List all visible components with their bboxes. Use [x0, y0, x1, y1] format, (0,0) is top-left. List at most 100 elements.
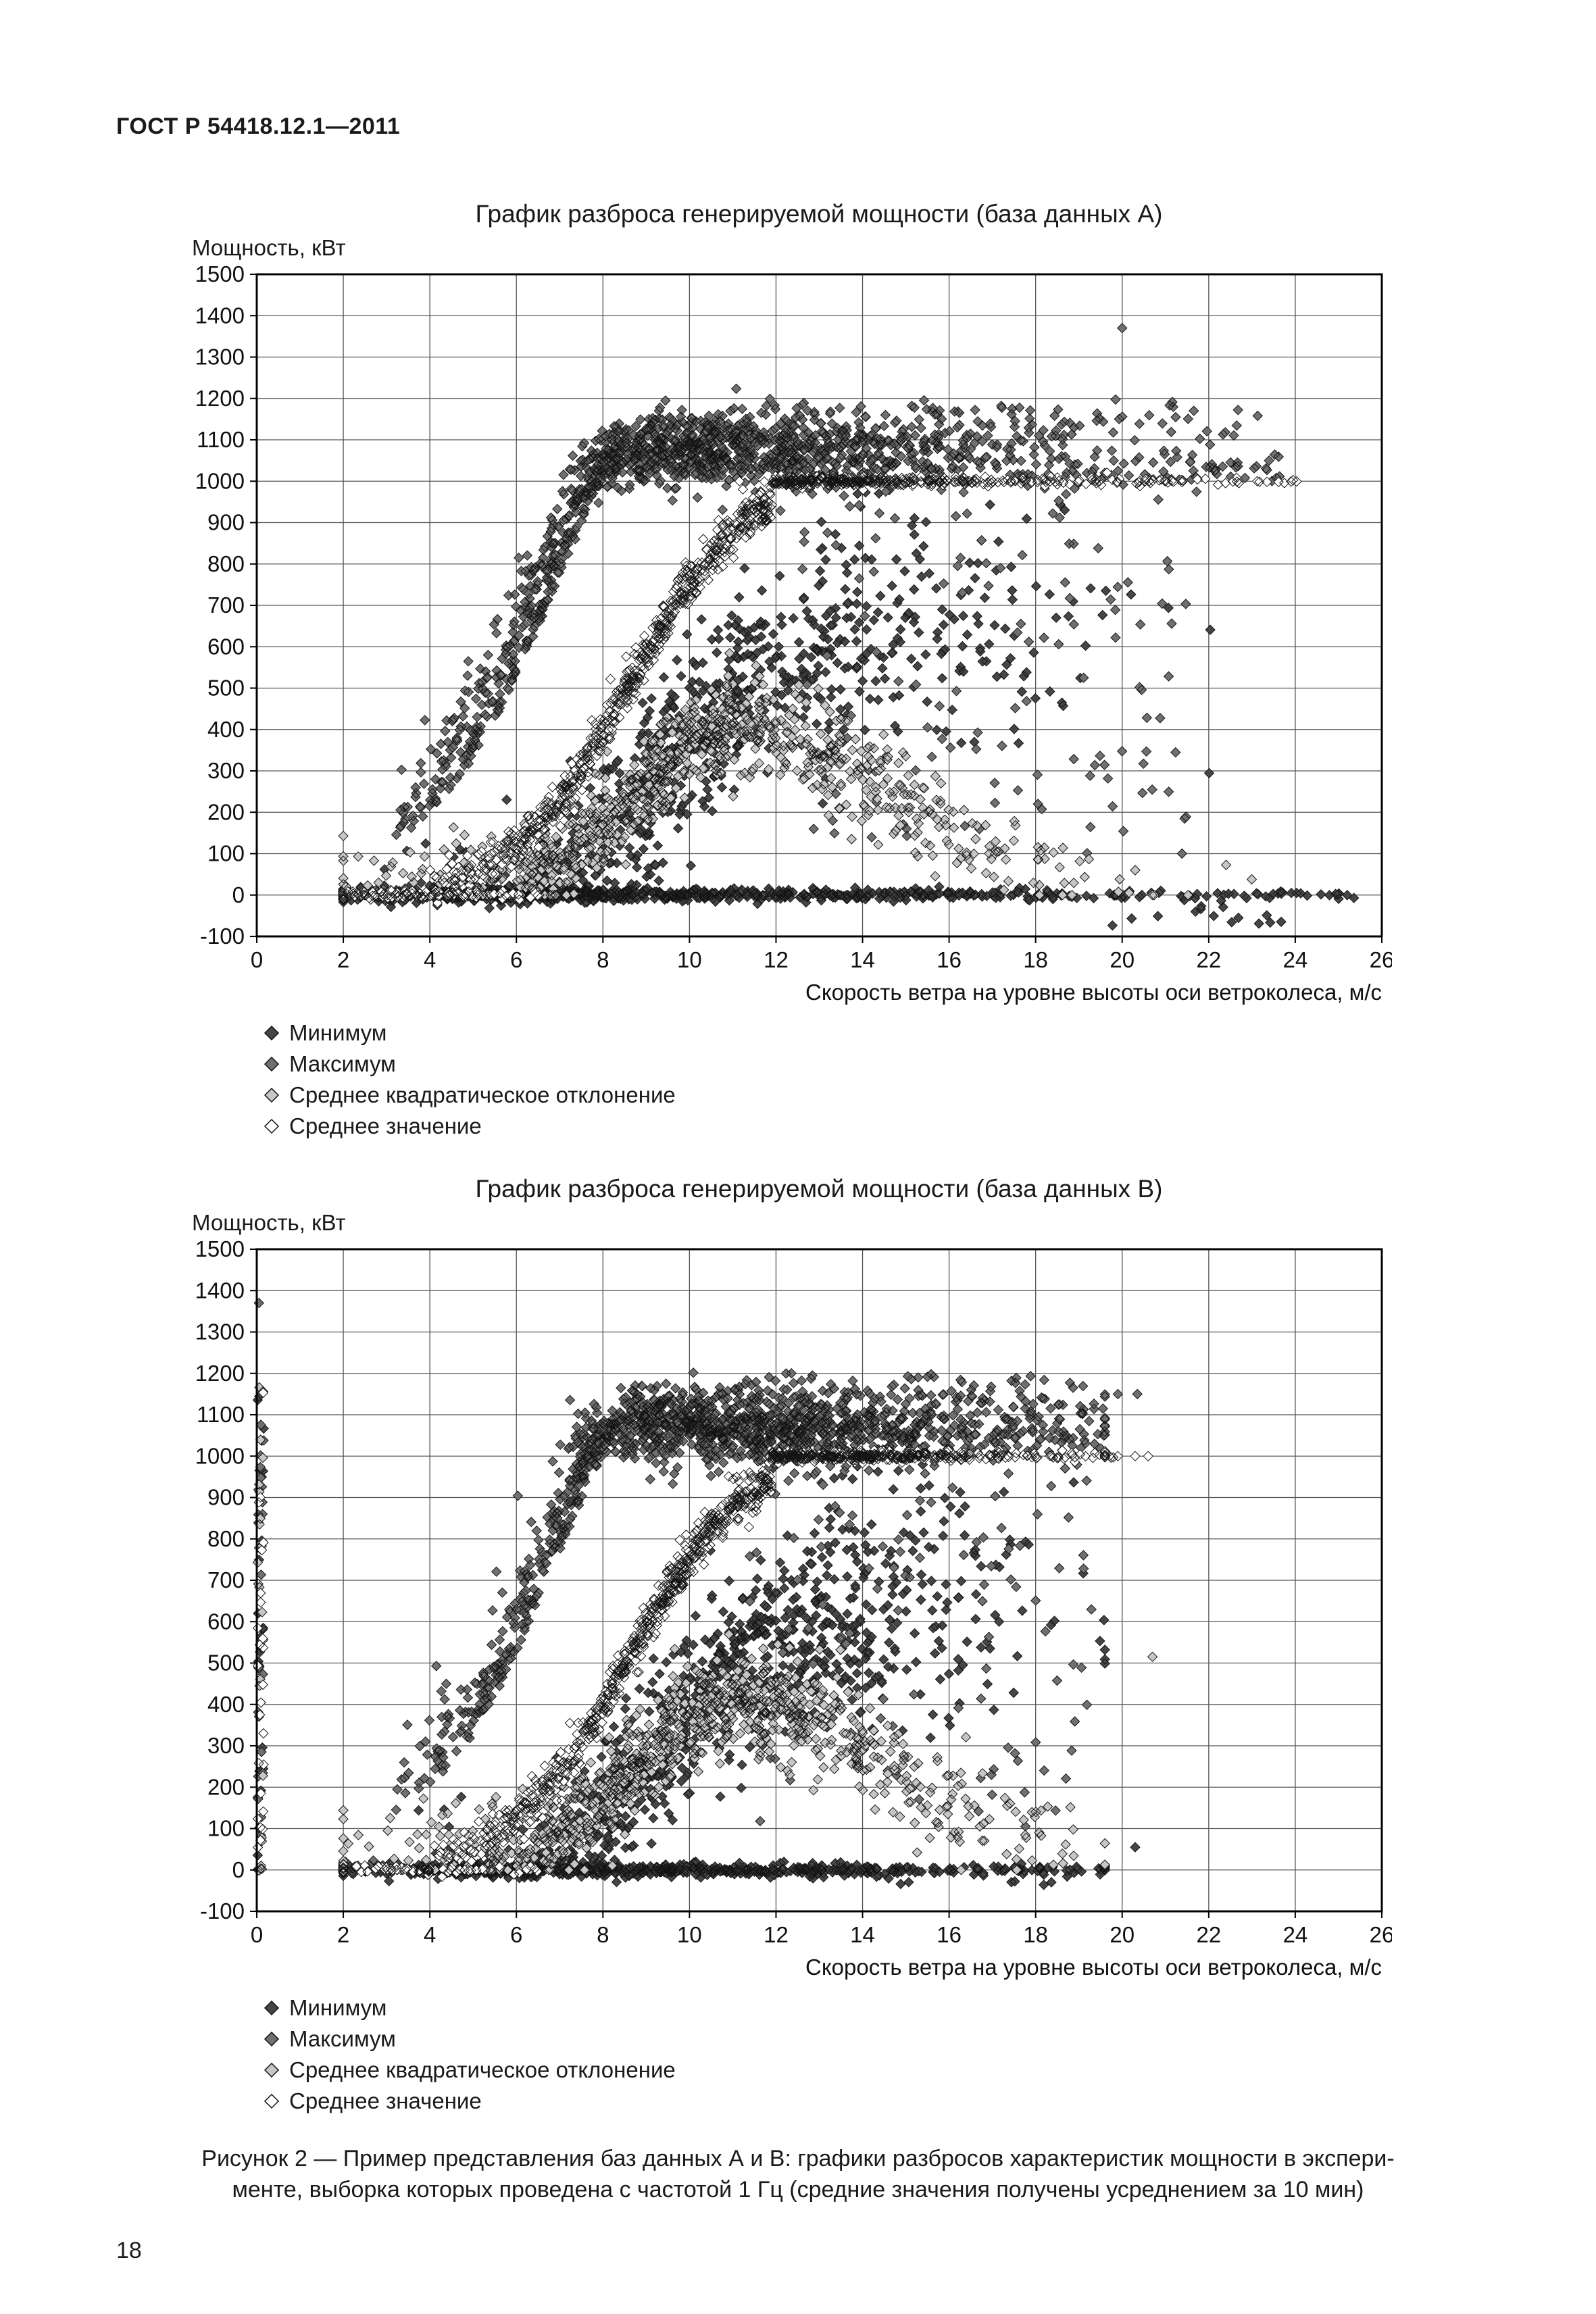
x-tick-label: 8	[597, 947, 609, 972]
x-tick-label: 0	[251, 947, 263, 972]
scatter-points	[338, 322, 1360, 931]
y-tick-label: 500	[207, 676, 245, 701]
x-tick-label: 22	[1196, 947, 1221, 972]
x-tick-label: 18	[1023, 947, 1048, 972]
series-max-points	[253, 1297, 1143, 1875]
diamond-marker-icon	[264, 1087, 280, 1103]
y-tick-label: 800	[207, 1526, 245, 1551]
y-tick-label: 800	[207, 551, 245, 576]
scatter-plot: -100010020030040050060070080090010001100…	[195, 264, 1392, 1005]
x-tick-label: 6	[510, 947, 522, 972]
legend-label: Среднее квадратическое отклонение	[289, 2057, 676, 2082]
y-tick-label: 100	[207, 1816, 245, 1841]
caption-line-2: менте, выборка которых проведена с часто…	[232, 2177, 1364, 2203]
series-min-points	[252, 1391, 1141, 1890]
y-tick-label: 1400	[195, 1278, 245, 1303]
axis-tick-labels: -100010020030040050060070080090010001100…	[195, 1239, 1392, 1980]
x-tick-label: 26	[1370, 947, 1392, 972]
scatter-plot: -100010020030040050060070080090010001100…	[195, 1239, 1392, 1980]
x-tick-label: 14	[850, 1922, 875, 1947]
figure-caption: Рисунок 2 — Пример представления баз дан…	[0, 2143, 1596, 2205]
y-tick-label: 900	[207, 1485, 245, 1510]
diamond-marker-icon	[264, 2000, 280, 2016]
chart-legend: Минимум Максимум Среднее квадратическое от…	[264, 1017, 1392, 1142]
chart-legend: Минимум Максимум Среднее квадратическое от…	[264, 1992, 1392, 2117]
legend-label: Среднее квадратическое отклонение	[289, 1082, 676, 1107]
document-header: ГОСТ Р 54418.12.1—2011	[116, 114, 401, 139]
series-max-points	[338, 322, 1285, 901]
x-axis-label: Скорость ветра на уровне высоты оси ветр…	[805, 980, 1382, 1005]
legend-item: Максимум	[264, 2023, 1392, 2055]
y-tick-label: 600	[207, 634, 245, 659]
y-tick-label: 900	[207, 510, 245, 535]
x-tick-label: 20	[1109, 947, 1134, 972]
legend-item: Максимум	[264, 1049, 1392, 1080]
x-tick-label: 20	[1109, 1922, 1134, 1947]
chart-database-b: График разброса генерируемой мощности (б…	[176, 1174, 1392, 2117]
legend-label: Минимум	[289, 1020, 387, 1045]
y-tick-label: 1100	[197, 1402, 245, 1427]
y-tick-label: 0	[232, 882, 245, 907]
diamond-marker-icon	[264, 2062, 280, 2078]
legend-label: Минимум	[289, 1995, 387, 2020]
x-tick-label: 22	[1196, 1922, 1221, 1947]
legend-label: Среднее значение	[289, 1113, 482, 1138]
x-tick-label: 16	[937, 947, 962, 972]
y-tick-label: 400	[207, 717, 245, 742]
x-tick-label: 24	[1283, 1922, 1308, 1947]
y-tick-label: 1500	[195, 264, 245, 286]
y-tick-label: 1200	[195, 1361, 245, 1386]
y-tick-label: 200	[207, 1774, 245, 1799]
legend-item: Среднее квадратическое отклонение	[264, 1080, 1392, 1111]
y-tick-label: 1500	[195, 1239, 245, 1261]
y-tick-label: 500	[207, 1651, 245, 1676]
y-tick-label: 300	[207, 758, 245, 783]
x-tick-label: 4	[424, 1922, 436, 1947]
y-tick-label: 1300	[195, 1319, 245, 1344]
diamond-marker-icon	[264, 1118, 280, 1134]
x-tick-label: 8	[597, 1922, 609, 1947]
y-tick-label: 700	[207, 593, 245, 618]
x-tick-label: 18	[1023, 1922, 1048, 1947]
grid-lines	[257, 274, 1382, 936]
series-std-points	[338, 648, 1257, 901]
legend-label: Среднее значение	[289, 2088, 482, 2113]
diamond-marker-icon	[264, 1056, 280, 1072]
diamond-marker-icon	[264, 2031, 280, 2047]
series-mean-points	[338, 467, 1302, 909]
legend-item: Среднее значение	[264, 2086, 1392, 2117]
legend-item: Среднее значение	[264, 1111, 1392, 1142]
axis-ticks	[250, 1249, 1382, 1918]
x-tick-label: 12	[764, 947, 789, 972]
y-tick-label: 300	[207, 1733, 245, 1758]
y-tick-label: 1100	[197, 427, 245, 452]
chart-database-a: График разброса генерируемой мощности (б…	[176, 199, 1392, 1142]
x-tick-label: 10	[677, 947, 702, 972]
y-tick-label: 700	[207, 1567, 245, 1592]
y-tick-label: 1300	[195, 345, 245, 370]
legend-label: Максимум	[289, 1051, 396, 1076]
x-tick-label: 0	[251, 1922, 263, 1947]
legend-item: Минимум	[264, 1992, 1392, 2023]
x-tick-label: 4	[424, 947, 436, 972]
x-tick-label: 12	[764, 1922, 789, 1947]
x-tick-label: 26	[1370, 1922, 1392, 1947]
x-tick-label: 14	[850, 947, 875, 972]
y-tick-label: 100	[207, 841, 245, 866]
series-mean-points	[252, 1387, 1153, 1882]
legend-item: Минимум	[264, 1017, 1392, 1049]
chart-title: График разброса генерируемой мощности (б…	[475, 1175, 1163, 1203]
legend-item: Среднее квадратическое отклонение	[264, 2055, 1392, 2086]
y-tick-label: 1000	[195, 1443, 245, 1468]
legend-label: Максимум	[289, 2026, 396, 2051]
caption-line-1: Рисунок 2 — Пример представления баз дан…	[201, 2146, 1395, 2171]
diamond-marker-icon	[264, 1025, 280, 1041]
x-tick-label: 2	[337, 947, 349, 972]
diamond-marker-icon	[264, 2093, 280, 2109]
y-tick-label: 400	[207, 1692, 245, 1717]
y-tick-label: 1200	[195, 386, 245, 411]
chart-title: График разброса генерируемой мощности (б…	[475, 200, 1163, 228]
y-axis-label: Мощность, кВт	[192, 1210, 346, 1235]
y-tick-label: -100	[200, 1898, 245, 1923]
